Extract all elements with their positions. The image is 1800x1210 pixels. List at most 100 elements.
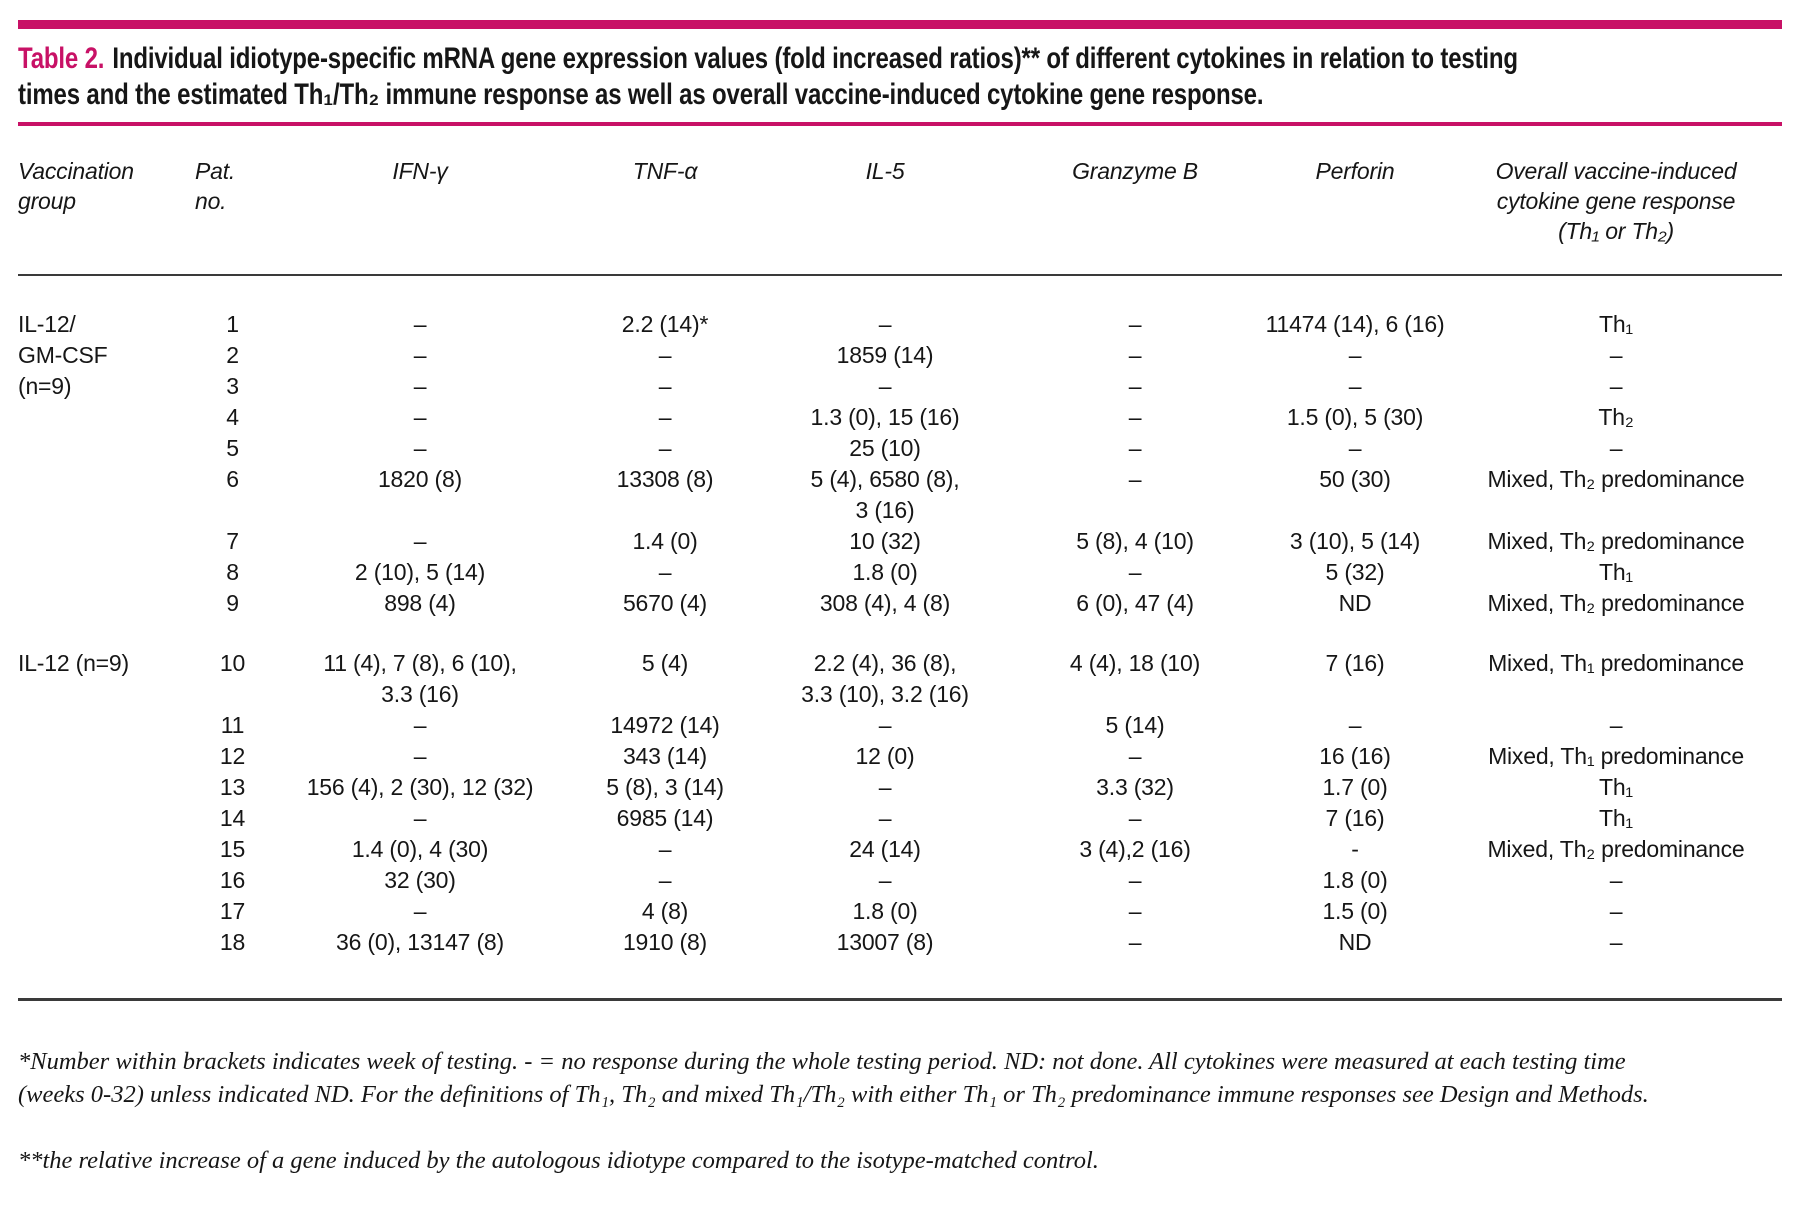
tnf-alpha-cell: –	[658, 836, 672, 862]
table-row: 17 – 4 (8) 1.8 (0) – 1.5 (0) –	[18, 896, 1782, 927]
table-row: 2 – – 1859 (14) – – –	[18, 340, 1782, 371]
il-5-cell: –	[878, 867, 892, 893]
ifn-gamma-cell: –	[413, 435, 427, 461]
table-caption: Table 2. Individual idiotype-specific mRN…	[18, 41, 1778, 113]
top-accent-bar	[18, 20, 1782, 29]
granzyme-b-cell: 6 (0), 47 (4)	[1076, 590, 1194, 616]
perforin-cell: –	[1348, 342, 1362, 368]
overall-response-cell: –	[1609, 435, 1623, 461]
table-caption-text: Individual idiotype-specific mRNA gene e…	[18, 42, 1518, 111]
ifn-gamma-cell: –	[413, 342, 427, 368]
table-row: 5 – – 25 (10) – – –	[18, 433, 1782, 464]
table-number-label: Table 2.	[18, 42, 105, 75]
il-5-cell: –	[878, 311, 892, 337]
ifn-gamma-cell: 2 (10), 5 (14)	[354, 559, 486, 585]
il-5-cell: 24 (14)	[849, 836, 921, 862]
table-row: 13 156 (4), 2 (30), 12 (32) 5 (8), 3 (14) –…	[18, 772, 1782, 803]
tnf-alpha-cell: –	[658, 559, 672, 585]
table-row: 3 – – – – – –	[18, 371, 1782, 402]
overall-response-cell: –	[1609, 373, 1623, 399]
il-5-cell: 1.3 (0), 15 (16)	[810, 404, 960, 430]
perforin-cell: –	[1348, 373, 1362, 399]
pat-no-cell: 15	[219, 836, 246, 862]
tnf-alpha-cell: 2.2 (14)*	[621, 311, 709, 337]
il-5-cell: –	[878, 373, 892, 399]
perforin-cell: 50 (30)	[1319, 466, 1391, 492]
table-row: 14 – 6985 (14) – – 7 (16) Th₁	[18, 803, 1782, 834]
tnf-alpha-cell: 6985 (14)	[616, 805, 714, 831]
overall-response-cell: –	[1609, 929, 1623, 955]
vaccination-group-cell: IL-12/ GM-CSF (n=9)	[18, 311, 108, 399]
ifn-gamma-cell: 1.4 (0), 4 (30)	[351, 836, 489, 862]
il-5-cell: –	[878, 712, 892, 738]
pat-no-cell: 4	[226, 404, 239, 430]
overall-response-cell: Mixed, Th₂ predominance	[1487, 590, 1745, 616]
table-row: IL-12/ GM-CSF (n=9) 1 – 2.2 (14)* – – 11474 (1…	[18, 275, 1782, 399]
perforin-cell: 7 (16)	[1325, 805, 1385, 831]
ifn-gamma-cell: –	[413, 898, 427, 924]
ifn-gamma-cell: 32 (30)	[384, 867, 456, 893]
granzyme-b-cell: –	[1128, 743, 1142, 769]
overall-response-cell: Mixed, Th₁ predominance	[1488, 650, 1744, 676]
pat-no-cell: 18	[219, 929, 246, 955]
perforin-cell: ND	[1338, 929, 1372, 955]
granzyme-b-cell: –	[1128, 929, 1142, 955]
tnf-alpha-cell: –	[658, 373, 672, 399]
column-header-pat-no: Pat. no.	[195, 126, 270, 276]
ifn-gamma-cell: –	[413, 712, 427, 738]
overall-response-cell: Th₁	[1598, 559, 1633, 585]
il-5-cell: 10 (32)	[849, 528, 921, 554]
perforin-cell: -	[1351, 836, 1359, 862]
tnf-alpha-cell: 5 (8), 3 (14)	[606, 774, 724, 800]
ifn-gamma-cell: 1820 (8)	[377, 466, 463, 492]
overall-response-cell: Mixed, Th₁ predominance	[1488, 743, 1744, 769]
granzyme-b-cell: 3 (4),2 (16)	[1079, 836, 1191, 862]
il-5-cell: 1.8 (0)	[852, 559, 918, 585]
column-header-overall-response: Overall vaccine-induced cytokine gene re…	[1450, 126, 1782, 276]
column-header-ifn-gamma: IFN-γ	[270, 126, 570, 276]
il-5-cell: 5 (4), 6580 (8), 3 (16)	[810, 466, 960, 523]
table-row: 8 2 (10), 5 (14) – 1.8 (0) – 5 (32) Th₁	[18, 557, 1782, 588]
overall-response-cell: Th₁	[1598, 805, 1633, 831]
perforin-cell: 5 (32)	[1325, 559, 1385, 585]
tnf-alpha-cell: 14972 (14)	[610, 712, 720, 738]
perforin-cell: 1.5 (0)	[1322, 898, 1388, 924]
table-row: 18 36 (0), 13147 (8) 1910 (8) 13007 (8) – ND –	[18, 927, 1782, 998]
pat-no-cell: 6	[226, 466, 239, 492]
granzyme-b-cell: –	[1128, 311, 1142, 337]
footnote-line: *Number within brackets indicates week o…	[18, 1048, 1649, 1108]
il-5-cell: 13007 (8)	[836, 929, 934, 955]
overall-response-cell: –	[1609, 898, 1623, 924]
table-row: 16 32 (30) – – – 1.8 (0) –	[18, 865, 1782, 896]
table-row: 11 – 14972 (14) – 5 (14) – –	[18, 710, 1782, 741]
granzyme-b-cell: 4 (4), 18 (10)	[1069, 650, 1201, 676]
il-5-cell: 308 (4), 4 (8)	[819, 590, 951, 616]
perforin-cell: 11474 (14), 6 (16)	[1265, 311, 1445, 337]
pat-no-cell: 7	[226, 528, 239, 554]
granzyme-b-cell: –	[1128, 435, 1142, 461]
il-5-cell: –	[878, 805, 892, 831]
granzyme-b-cell: –	[1128, 559, 1142, 585]
ifn-gamma-cell: –	[413, 528, 427, 554]
tnf-alpha-cell: 5 (4)	[641, 650, 689, 676]
pat-no-cell: 13	[219, 774, 246, 800]
granzyme-b-cell: –	[1128, 466, 1142, 492]
ifn-gamma-cell: –	[413, 743, 427, 769]
table-row: 9 898 (4) 5670 (4) 308 (4), 4 (8) 6 (0), 47 …	[18, 588, 1782, 619]
table-row: 7 – 1.4 (0) 10 (32) 5 (8), 4 (10) 3 (10), 5 (…	[18, 526, 1782, 557]
granzyme-b-cell: –	[1128, 342, 1142, 368]
tnf-alpha-cell: 1.4 (0)	[632, 528, 698, 554]
granzyme-b-cell: –	[1128, 373, 1142, 399]
pat-no-cell: 9	[226, 590, 239, 616]
ifn-gamma-cell: –	[413, 404, 427, 430]
table-row: 4 – – 1.3 (0), 15 (16) – 1.5 (0), 5 (30) Th₂	[18, 402, 1782, 433]
il-5-cell: 25 (10)	[849, 435, 921, 461]
overall-response-cell: Th₂	[1598, 404, 1634, 430]
ifn-gamma-cell: –	[413, 311, 427, 337]
cytokine-table: Vaccination group Pat. no. IFN-γ TNF-α I…	[18, 126, 1782, 998]
perforin-cell: 1.5 (0), 5 (30)	[1286, 404, 1424, 430]
tnf-alpha-cell: 13308 (8)	[616, 466, 714, 492]
perforin-cell: ND	[1338, 590, 1372, 616]
table-header-row: Vaccination group Pat. no. IFN-γ TNF-α I…	[18, 126, 1782, 276]
perforin-cell: 3 (10), 5 (14)	[1289, 528, 1421, 554]
